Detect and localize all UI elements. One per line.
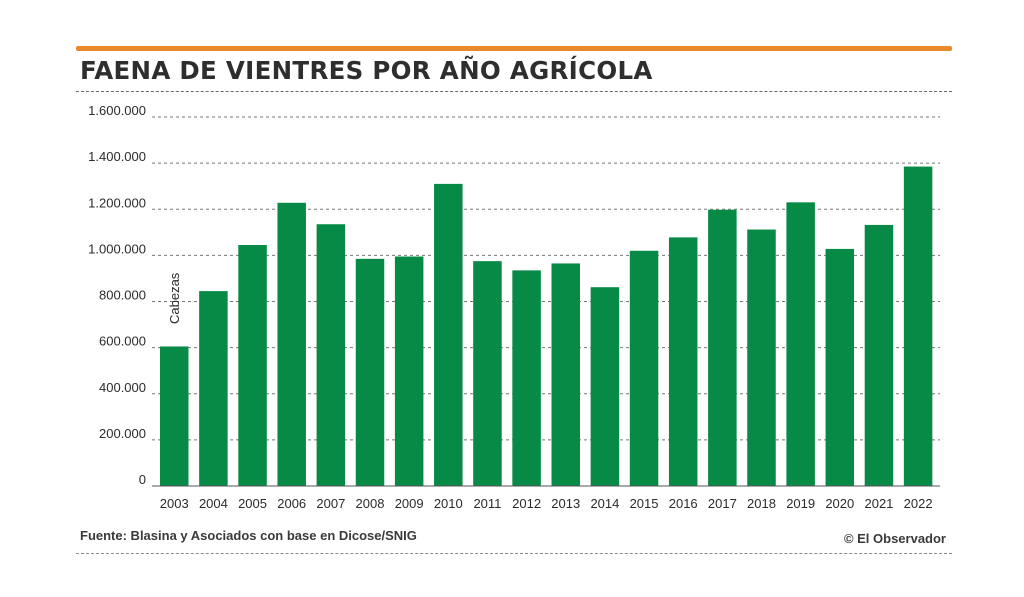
bar-2007: [316, 224, 346, 486]
x-tick-label: 2012: [512, 496, 541, 511]
bar-2014: [590, 287, 620, 486]
chart-title: FAENA DE VIENTRES POR AÑO AGRÍCOLA: [80, 56, 653, 85]
title-divider: [76, 91, 952, 92]
y-tick-label: 1.200.000: [88, 195, 146, 210]
y-tick-label: 1.000.000: [88, 241, 146, 256]
bar-2008: [355, 258, 385, 486]
bar-2020: [825, 248, 855, 486]
x-axis-ticks: 2003 2004 2005 2006 2007 2008 2009 2010 2011 2012…: [160, 496, 933, 511]
x-tick-label: 2010: [434, 496, 463, 511]
y-tick-label: 400.000: [99, 380, 146, 395]
bar-2022: [903, 166, 933, 486]
y-tick-label: 1.400.000: [88, 149, 146, 164]
bar-2005: [238, 244, 267, 486]
source-note: Fuente: Blasina y Asociados con base en …: [80, 528, 417, 543]
y-axis-ticks: 0 200.000 400.000 600.000 800.000 1.000.000 1.…: [88, 103, 146, 487]
bar-2010: [434, 183, 463, 486]
x-tick-label: 2022: [904, 496, 933, 511]
x-tick-label: 2005: [238, 496, 267, 511]
y-tick-label: 1.600.000: [88, 103, 146, 118]
x-tick-label: 2007: [316, 496, 345, 511]
bar-2018: [747, 229, 776, 487]
bar-2006: [277, 202, 306, 487]
y-tick-label: 200.000: [99, 426, 146, 441]
top-accent-rule: [76, 46, 952, 51]
x-tick-label: 2004: [199, 496, 228, 511]
x-tick-label: 2013: [551, 496, 580, 511]
gridlines: [152, 116, 940, 441]
x-tick-label: 2006: [277, 496, 306, 511]
bar-2021: [864, 224, 894, 486]
bar-2003: [160, 346, 189, 486]
bar-2012: [512, 270, 541, 486]
bar-2009: [394, 256, 424, 486]
x-tick-label: 2011: [473, 496, 501, 511]
y-tick-label: 600.000: [99, 334, 146, 349]
y-axis-label: Cabezas: [167, 272, 182, 324]
bar-2016: [668, 237, 698, 486]
x-tick-label: 2009: [395, 496, 424, 511]
bars: [160, 166, 933, 487]
x-tick-label: 2015: [630, 496, 659, 511]
x-tick-label: 2014: [590, 496, 619, 511]
x-tick-label: 2019: [786, 496, 815, 511]
x-tick-label: 2008: [356, 496, 385, 511]
x-tick-label: 2021: [864, 496, 893, 511]
x-tick-label: 2016: [669, 496, 698, 511]
bar-2015: [629, 250, 659, 486]
x-tick-label: 2018: [747, 496, 776, 511]
bar-2004: [199, 291, 228, 486]
bar-2013: [551, 263, 580, 486]
footer-divider: [76, 553, 952, 554]
credit-note: © El Observador: [843, 531, 946, 546]
bar-2017: [708, 209, 737, 486]
y-tick-label: 800.000: [99, 288, 146, 303]
y-tick-label: 0: [139, 472, 146, 487]
bar-2011: [473, 261, 502, 486]
x-tick-label: 2020: [825, 496, 854, 511]
bar-2019: [786, 202, 815, 487]
x-tick-label: 2017: [708, 496, 737, 511]
x-tick-label: 2003: [160, 496, 189, 511]
